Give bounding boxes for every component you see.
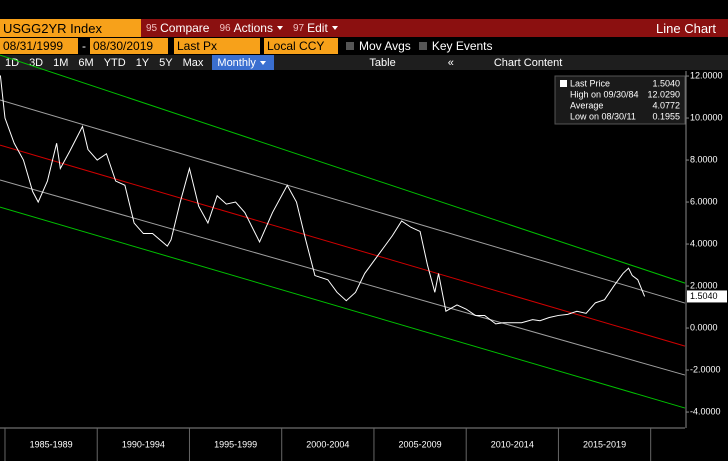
field[interactable]: Last Px [174, 38, 260, 54]
trend-line [0, 99, 686, 304]
label: Actions [233, 21, 273, 35]
x-tick-label: 1995-1999 [214, 439, 257, 449]
trend-line [0, 54, 686, 284]
range-button[interactable]: 6M [78, 56, 94, 69]
price-line [0, 75, 646, 325]
legend-label: Last Price [570, 78, 610, 88]
collapse[interactable]: « [447, 56, 454, 69]
label: Edit [307, 21, 328, 35]
actions[interactable]: 96 Actions [214, 19, 287, 37]
chart-content[interactable]: Chart Content [493, 56, 563, 69]
last-box [687, 290, 727, 303]
start-date[interactable]: 08/31/1999 [0, 38, 78, 54]
compare[interactable]: 95 Compare [141, 19, 214, 37]
y-tick-label: -4.0000 [690, 406, 721, 416]
range-button[interactable]: 1D [5, 56, 20, 69]
trend-line [0, 144, 686, 347]
currency[interactable]: Local CCY [264, 38, 338, 54]
legend-value: 4.0772 [652, 100, 680, 110]
x-tick-label: 1990-1994 [122, 439, 165, 449]
table[interactable]: Table [369, 56, 396, 69]
view: Line Chart [656, 20, 716, 36]
label: Monthly [217, 56, 256, 69]
ranges: 1D 3D 1M 6M YTD 1Y 5Y Max [0, 55, 208, 70]
label: Compare [160, 21, 210, 35]
legend-swatch [560, 80, 567, 87]
legend-label: Average [570, 100, 603, 110]
num: 96 [219, 22, 231, 34]
num: 95 [146, 22, 158, 34]
sep: - [82, 39, 86, 53]
y-tick-label: -2.0000 [690, 364, 721, 374]
x-tick-label: 1985-1989 [30, 439, 73, 449]
trend-line [0, 206, 686, 409]
legend-value: 12.0290 [647, 89, 680, 99]
end-date[interactable]: 08/30/2019 [90, 38, 168, 54]
legend-label: High on 09/30/84 [570, 89, 639, 99]
x-tick-label: 2010-2014 [491, 439, 534, 449]
y-tick-label: 6.0000 [690, 196, 718, 206]
y-tick-label: 8.0000 [690, 154, 718, 164]
x-tick-label: 2015-2019 [583, 439, 626, 449]
range-button[interactable]: Max [182, 56, 204, 69]
x-tick-label: 2005-2009 [399, 439, 442, 449]
x-tick-label: 2000-2004 [306, 439, 349, 449]
title-bar: USGG2YR Index 95 Compare 96 Actions 97 Edit… [0, 19, 728, 37]
legend-value: 1.5040 [652, 78, 680, 88]
range-button[interactable]: 1Y [135, 56, 150, 69]
ticker[interactable]: USGG2YR Index [0, 19, 141, 37]
y-tick-label: 0.0000 [690, 322, 718, 332]
period[interactable]: Monthly [212, 55, 275, 70]
num: 97 [292, 22, 305, 34]
y-tick-label: 2.0000 [690, 280, 718, 290]
legend-label: Low on 08/30/11 [570, 111, 636, 121]
y-tick-label: 12.0000 [690, 70, 723, 80]
legend-box [554, 75, 686, 125]
key-events[interactable]: Key Events [431, 39, 493, 53]
legend-value: 0.1955 [652, 111, 680, 121]
trend-line [0, 179, 686, 376]
edit[interactable]: 97 Edit [288, 19, 343, 37]
range-bar: 1D 3D 1M 6M YTD 1Y 5Y Max Monthly Table « Chart… [0, 55, 728, 70]
mov-avgs[interactable]: Mov Avgs [359, 39, 411, 53]
settings-bar: 08/31/1999 - 08/30/2019 Last Px Local CC… [0, 38, 728, 54]
last-label: 1.5040 [690, 291, 718, 301]
range-button[interactable]: 1M [53, 56, 69, 69]
range-button[interactable]: YTD [103, 56, 126, 69]
y-tick-label: 4.0000 [690, 238, 718, 248]
y-tick-label: 10.0000 [690, 112, 723, 122]
range-button[interactable]: 5Y [159, 56, 173, 69]
